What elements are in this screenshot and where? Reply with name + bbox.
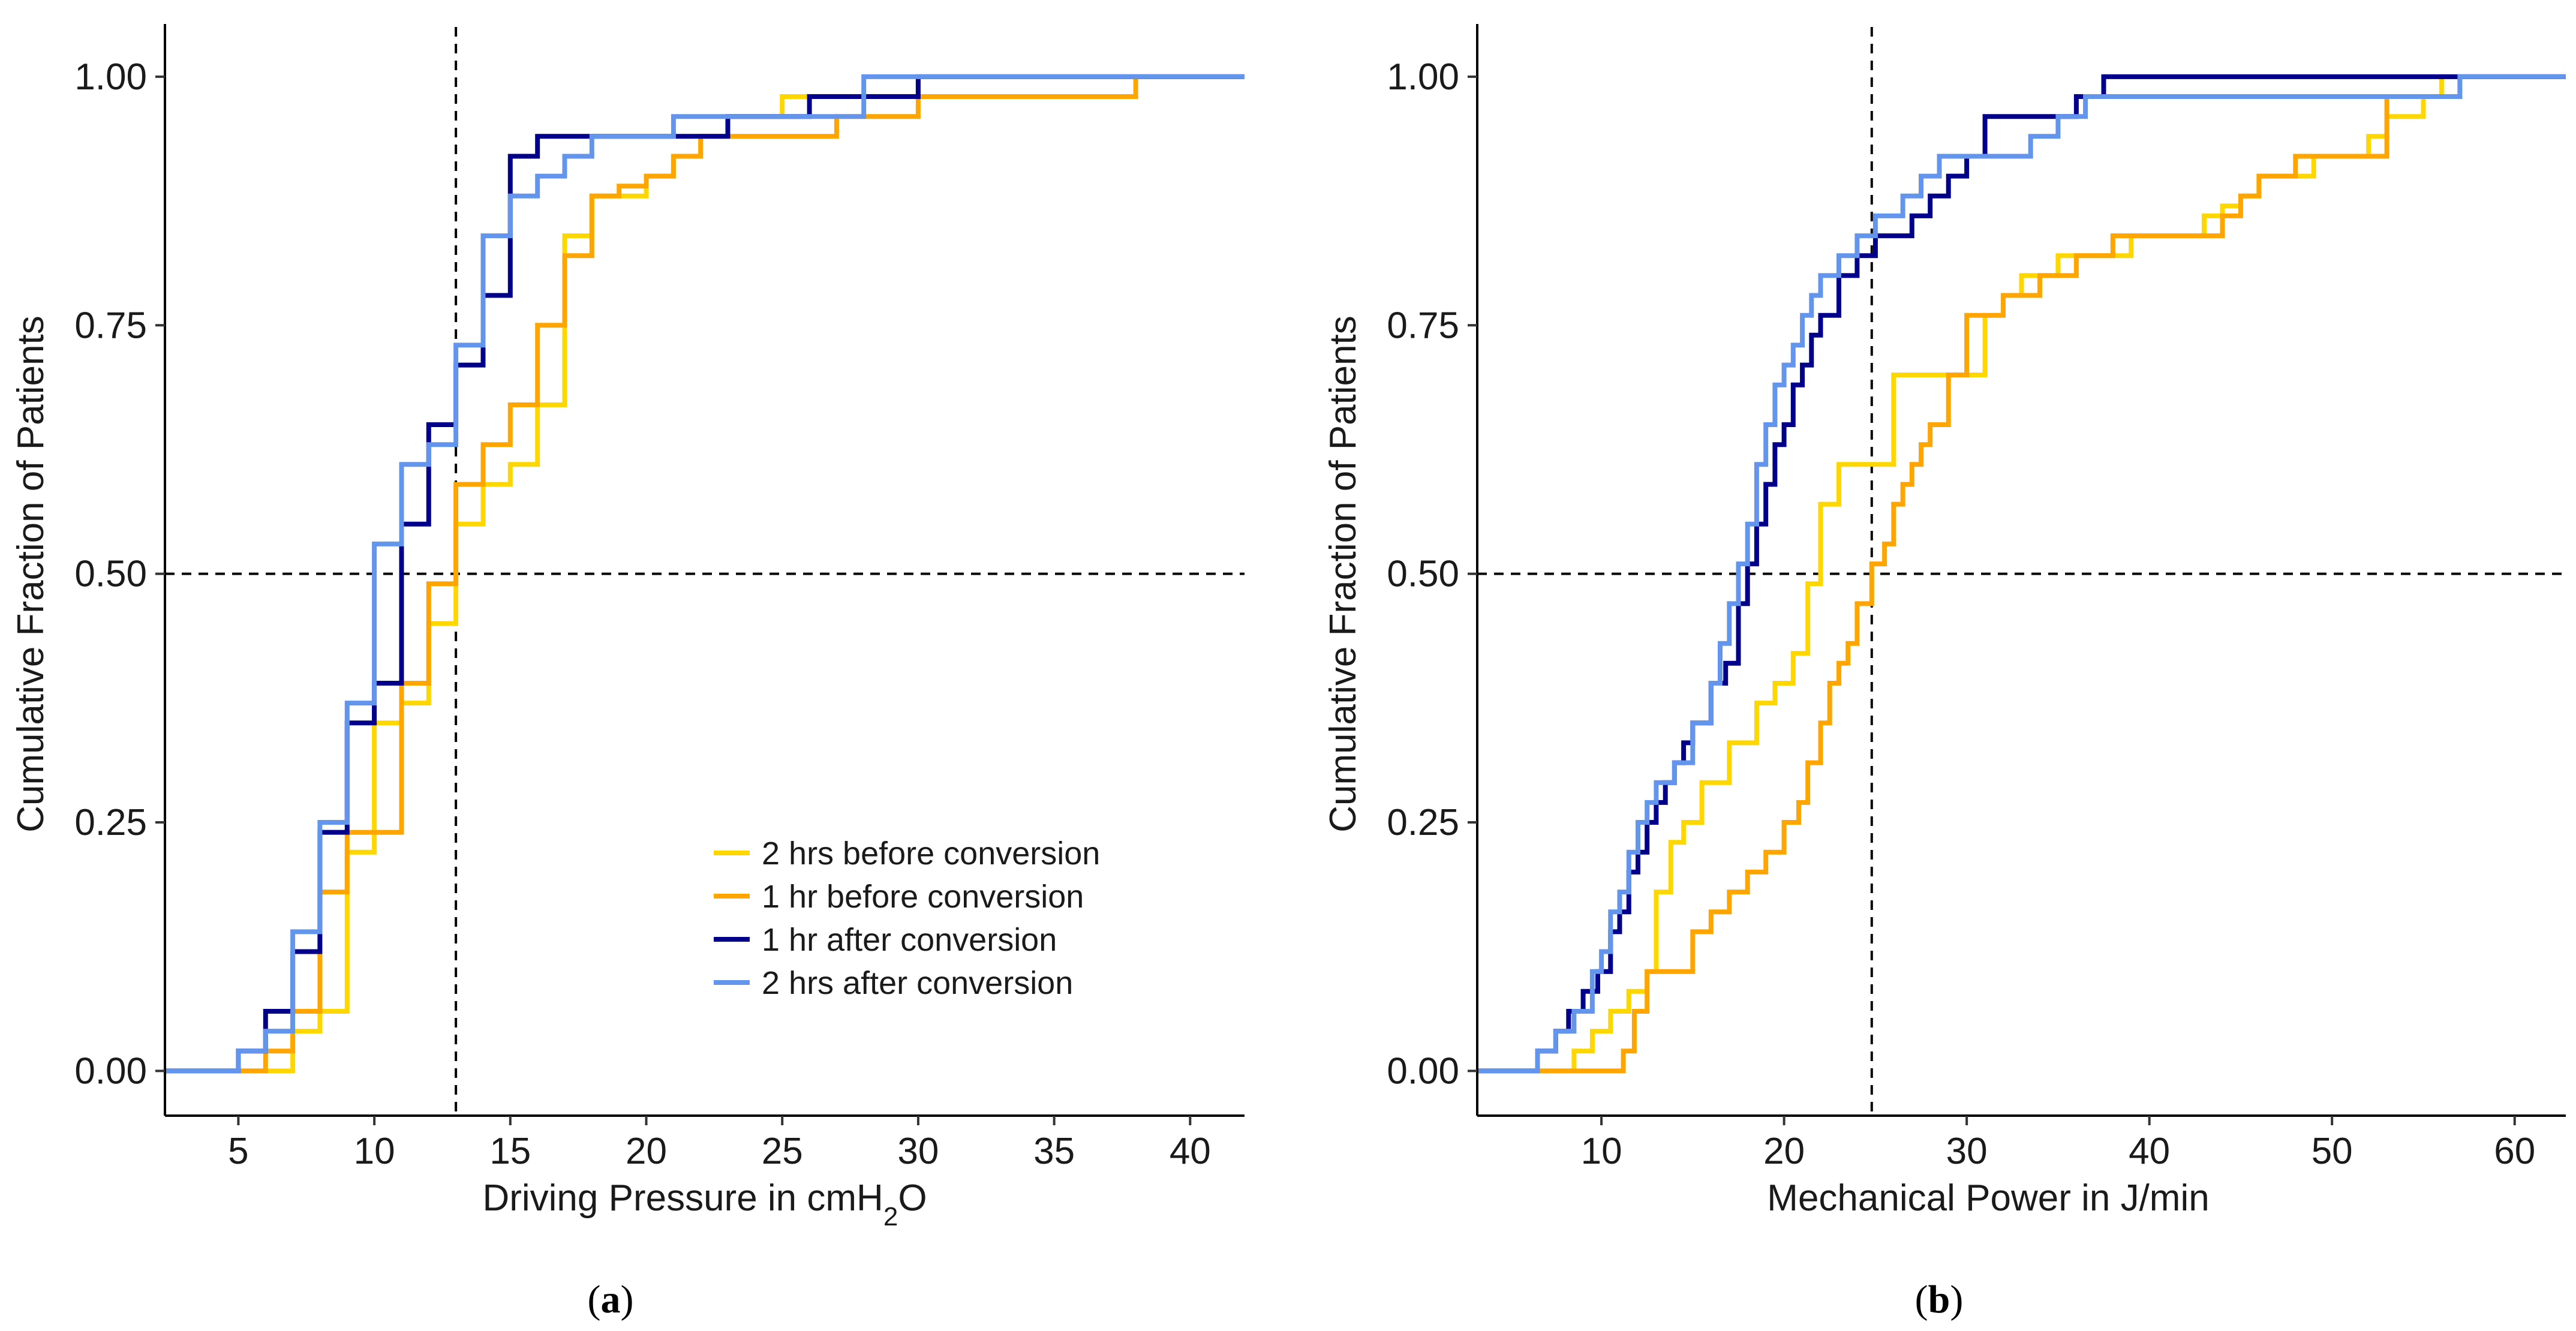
panel-b-caption-open: ( xyxy=(1915,1278,1928,1321)
panel-b-reference-lines xyxy=(1477,27,2566,1116)
panel-b-caption-close: ) xyxy=(1950,1278,1963,1321)
panel-b-y-axis-title: Cumulative Fraction of Patients xyxy=(1322,316,1364,833)
panel-a-x-tick-label: 10 xyxy=(354,1131,395,1172)
panel-a-reference-lines xyxy=(165,27,1245,1116)
legend-label-3: 1 hr after conversion xyxy=(762,922,1057,958)
panel-b-caption: (b) xyxy=(1915,1278,1964,1321)
panel-a-x-tick-label: 40 xyxy=(1170,1131,1211,1172)
panel-a-series-line-2 xyxy=(165,74,1245,1074)
panel-b-series-line-4 xyxy=(1477,74,2566,1074)
legend-label-1: 2 hrs before conversion xyxy=(762,836,1100,872)
panel-b-x-tick-label: 50 xyxy=(2312,1131,2353,1172)
panel-b-y-tick-label: 0.50 xyxy=(1387,554,1459,595)
panel-a-y-tick-label: 0.50 xyxy=(74,554,147,595)
panel-a-x-axis-title: Driving Pressure in cmH2O xyxy=(482,1177,927,1231)
panel-a-x-tick-label: 15 xyxy=(489,1131,531,1172)
panel-a-x-axis-title-subscript: 2 xyxy=(883,1202,898,1231)
panel-a-x-tick-label: 20 xyxy=(626,1131,667,1172)
panel-b-chart: 0.00 0.25 0.50 0.75 1.00 10 20 30 40 50 60 Cumulat… xyxy=(1322,24,2566,1321)
panel-a-x-axis-title-tail: O xyxy=(898,1177,927,1219)
panel-a-caption-open: ( xyxy=(588,1278,601,1321)
panel-a-caption-close: ) xyxy=(621,1278,634,1321)
panel-a-x-tick-label: 30 xyxy=(897,1131,939,1172)
panel-b-y-tick-label: 0.25 xyxy=(1387,802,1459,843)
panel-a-caption: (a) xyxy=(588,1278,634,1321)
panel-b-series-line-2 xyxy=(1477,74,2566,1074)
panel-b-y-tick-label: 0.00 xyxy=(1387,1050,1459,1092)
panel-b-series xyxy=(1477,74,2566,1074)
panel-b-axes: 0.00 0.25 0.50 0.75 1.00 10 20 30 40 50 60 xyxy=(1387,24,2566,1172)
panel-a-x-tick-label: 25 xyxy=(762,1131,803,1172)
panel-b-y-tick-label: 0.75 xyxy=(1387,305,1459,346)
panel-a-chart: 0.00 0.25 0.50 0.75 1.00 5 10 15 20 25 30 35 40 Cumu… xyxy=(10,24,1245,1321)
panel-a-series-line-4 xyxy=(165,74,1245,1074)
panel-a-y-tick-label: 0.00 xyxy=(74,1050,147,1092)
panel-a-legend: 2 hrs before conversion 1 hr before conve… xyxy=(714,836,1100,1001)
panel-a-x-tick-label: 5 xyxy=(228,1131,248,1172)
legend-label-2: 1 hr before conversion xyxy=(762,879,1084,915)
panel-b-x-tick-label: 10 xyxy=(1581,1131,1622,1172)
panel-b-x-tick-label: 40 xyxy=(2129,1131,2170,1172)
panel-b-y-tick-label: 1.00 xyxy=(1387,56,1459,98)
panel-b-x-axis-title: Mechanical Power in J/min xyxy=(1767,1177,2209,1219)
panel-a-y-tick-label: 0.75 xyxy=(74,305,147,346)
panel-a-y-tick-label: 0.25 xyxy=(74,802,147,843)
panel-b-x-tick-label: 20 xyxy=(1763,1131,1805,1172)
panel-b-caption-letter: b xyxy=(1928,1278,1950,1321)
panel-a-caption-letter: a xyxy=(601,1278,621,1321)
legend-label-4: 2 hrs after conversion xyxy=(762,965,1073,1001)
panel-a-series xyxy=(165,74,1245,1074)
panel-a-x-axis-title-main: Driving Pressure in cmH xyxy=(482,1177,883,1219)
panel-a-x-tick-label: 35 xyxy=(1033,1131,1075,1172)
panel-b-x-tick-label: 30 xyxy=(1946,1131,1988,1172)
panel-a-y-tick-label: 1.00 xyxy=(74,56,147,98)
panel-b-x-tick-label: 60 xyxy=(2494,1131,2535,1172)
panel-a-y-axis-title: Cumulative Fraction of Patients xyxy=(10,316,52,833)
panel-a-axes: 0.00 0.25 0.50 0.75 1.00 5 10 15 20 25 30 35 40 xyxy=(74,24,1245,1172)
